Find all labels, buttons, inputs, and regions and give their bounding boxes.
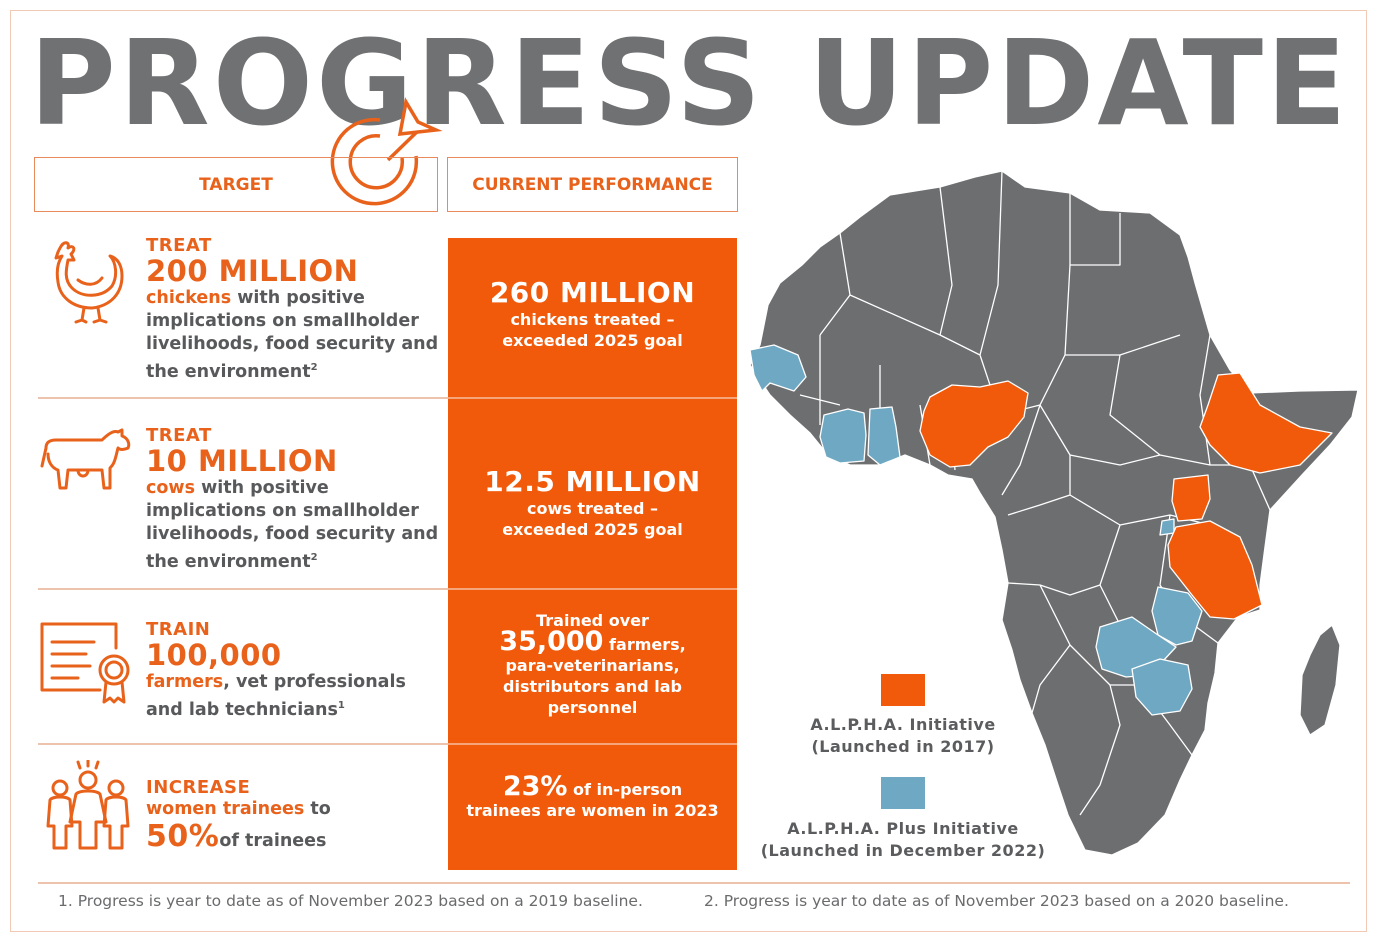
performance-prefix: Trained over	[536, 611, 649, 630]
country-ethiopia	[1199, 372, 1333, 474]
target-amount: 50%	[146, 819, 220, 854]
performance-suffix: of in-person	[567, 780, 683, 799]
footnote-1: 1. Progress is year to date as of Novemb…	[58, 892, 643, 910]
country-senegal	[749, 344, 807, 392]
footnote-2: 2. Progress is year to date as of Novemb…	[704, 892, 1289, 910]
target-subject: women trainees	[146, 799, 305, 819]
performance-cows: 12.5 MILLION cows treated – exceeded 202…	[448, 466, 737, 540]
target-arrow-icon	[330, 97, 443, 206]
legend-swatch-alpha-plus	[881, 777, 925, 809]
footnote-mark: 2	[310, 552, 318, 563]
target-description: with positive implications on smallholde…	[146, 478, 439, 572]
performance-chickens: 260 MILLION chickens treated – exceeded …	[448, 277, 737, 351]
target-description: to	[304, 799, 331, 819]
legend-label-alpha: A.L.P.H.A. Initiative (Launched in 2017)	[810, 715, 996, 756]
target-row-women: INCREASE women trainees to 50%of trainee…	[38, 760, 438, 868]
women-group-icon	[46, 760, 130, 850]
target-verb: INCREASE	[146, 777, 251, 798]
row-divider	[38, 743, 448, 745]
footnote-mark: 1	[337, 700, 345, 711]
performance-number: 260 MILLION	[489, 276, 696, 309]
country-zimbabwe	[1131, 658, 1193, 716]
country-tanzania	[1167, 520, 1263, 620]
africa-map	[749, 170, 1359, 856]
target-description: with positive implications on smallholde…	[146, 288, 439, 382]
country-nigeria	[919, 380, 1029, 468]
performance-column	[448, 238, 737, 870]
target-amount: 200 MILLION	[146, 254, 359, 288]
country-uganda	[1171, 474, 1211, 522]
target-subject: chickens	[146, 288, 232, 308]
madagascar	[1299, 624, 1341, 736]
legend-swatch-alpha	[881, 674, 925, 706]
performance-divider	[448, 588, 737, 590]
target-description: , vet professionals and lab technicians	[146, 672, 406, 720]
footnote-divider	[38, 882, 1350, 884]
target-subject: cows	[146, 478, 195, 498]
page-frame	[10, 10, 1367, 932]
chicken-icon	[54, 241, 124, 324]
page-title: PROGRESS UPDATE	[29, 14, 1350, 152]
performance-training: Trained over 35,000 farmers, para-veteri…	[448, 610, 737, 718]
target-amount: 100,000	[146, 638, 282, 672]
target-row-training: TRAIN 100,000 farmers, vet professionals…	[38, 620, 438, 740]
cow-icon	[40, 428, 131, 490]
target-verb: TRAIN	[146, 619, 211, 640]
row-divider	[38, 588, 448, 590]
target-amount: 10 MILLION	[146, 444, 338, 478]
performance-text: trainees are women in 2023	[466, 801, 719, 820]
row-divider	[38, 397, 448, 399]
africa-landmass	[749, 170, 1359, 856]
performance-number: 12.5 MILLION	[484, 465, 701, 498]
target-verb: TREAT	[146, 235, 212, 256]
country-ghana	[867, 406, 901, 466]
target-row-chickens: TREAT 200 MILLION chickens with positive…	[38, 236, 438, 396]
country-rwanda	[1159, 518, 1175, 536]
footnote-mark: 2	[310, 362, 318, 373]
target-tail: of trainees	[219, 831, 327, 851]
certificate-icon	[40, 622, 130, 704]
performance-women: 23% of in-person trainees are women in 2…	[448, 773, 737, 821]
performance-text: chickens treated – exceeded 2025 goal	[502, 310, 683, 350]
performance-number: 23%	[502, 771, 568, 802]
target-verb: TREAT	[146, 425, 212, 446]
performance-divider	[448, 397, 737, 399]
performance-header: CURRENT PERFORMANCE	[447, 157, 738, 212]
target-header: TARGET	[34, 157, 438, 212]
country-malawi	[1151, 586, 1203, 646]
target-row-cows: TREAT 10 MILLION cows with positive impl…	[38, 426, 438, 586]
country-cote-divoire	[819, 408, 867, 464]
legend-label-alpha-plus: A.L.P.H.A. Plus Initiative (Launched in …	[760, 819, 1046, 860]
performance-divider	[448, 743, 737, 745]
performance-number: 35,000	[499, 626, 604, 657]
target-subject: farmers	[146, 672, 224, 692]
performance-suffix: farmers,	[603, 635, 686, 654]
performance-text: cows treated – exceeded 2025 goal	[502, 499, 683, 539]
performance-text: para-veterinarians, distributors and lab…	[503, 656, 682, 717]
